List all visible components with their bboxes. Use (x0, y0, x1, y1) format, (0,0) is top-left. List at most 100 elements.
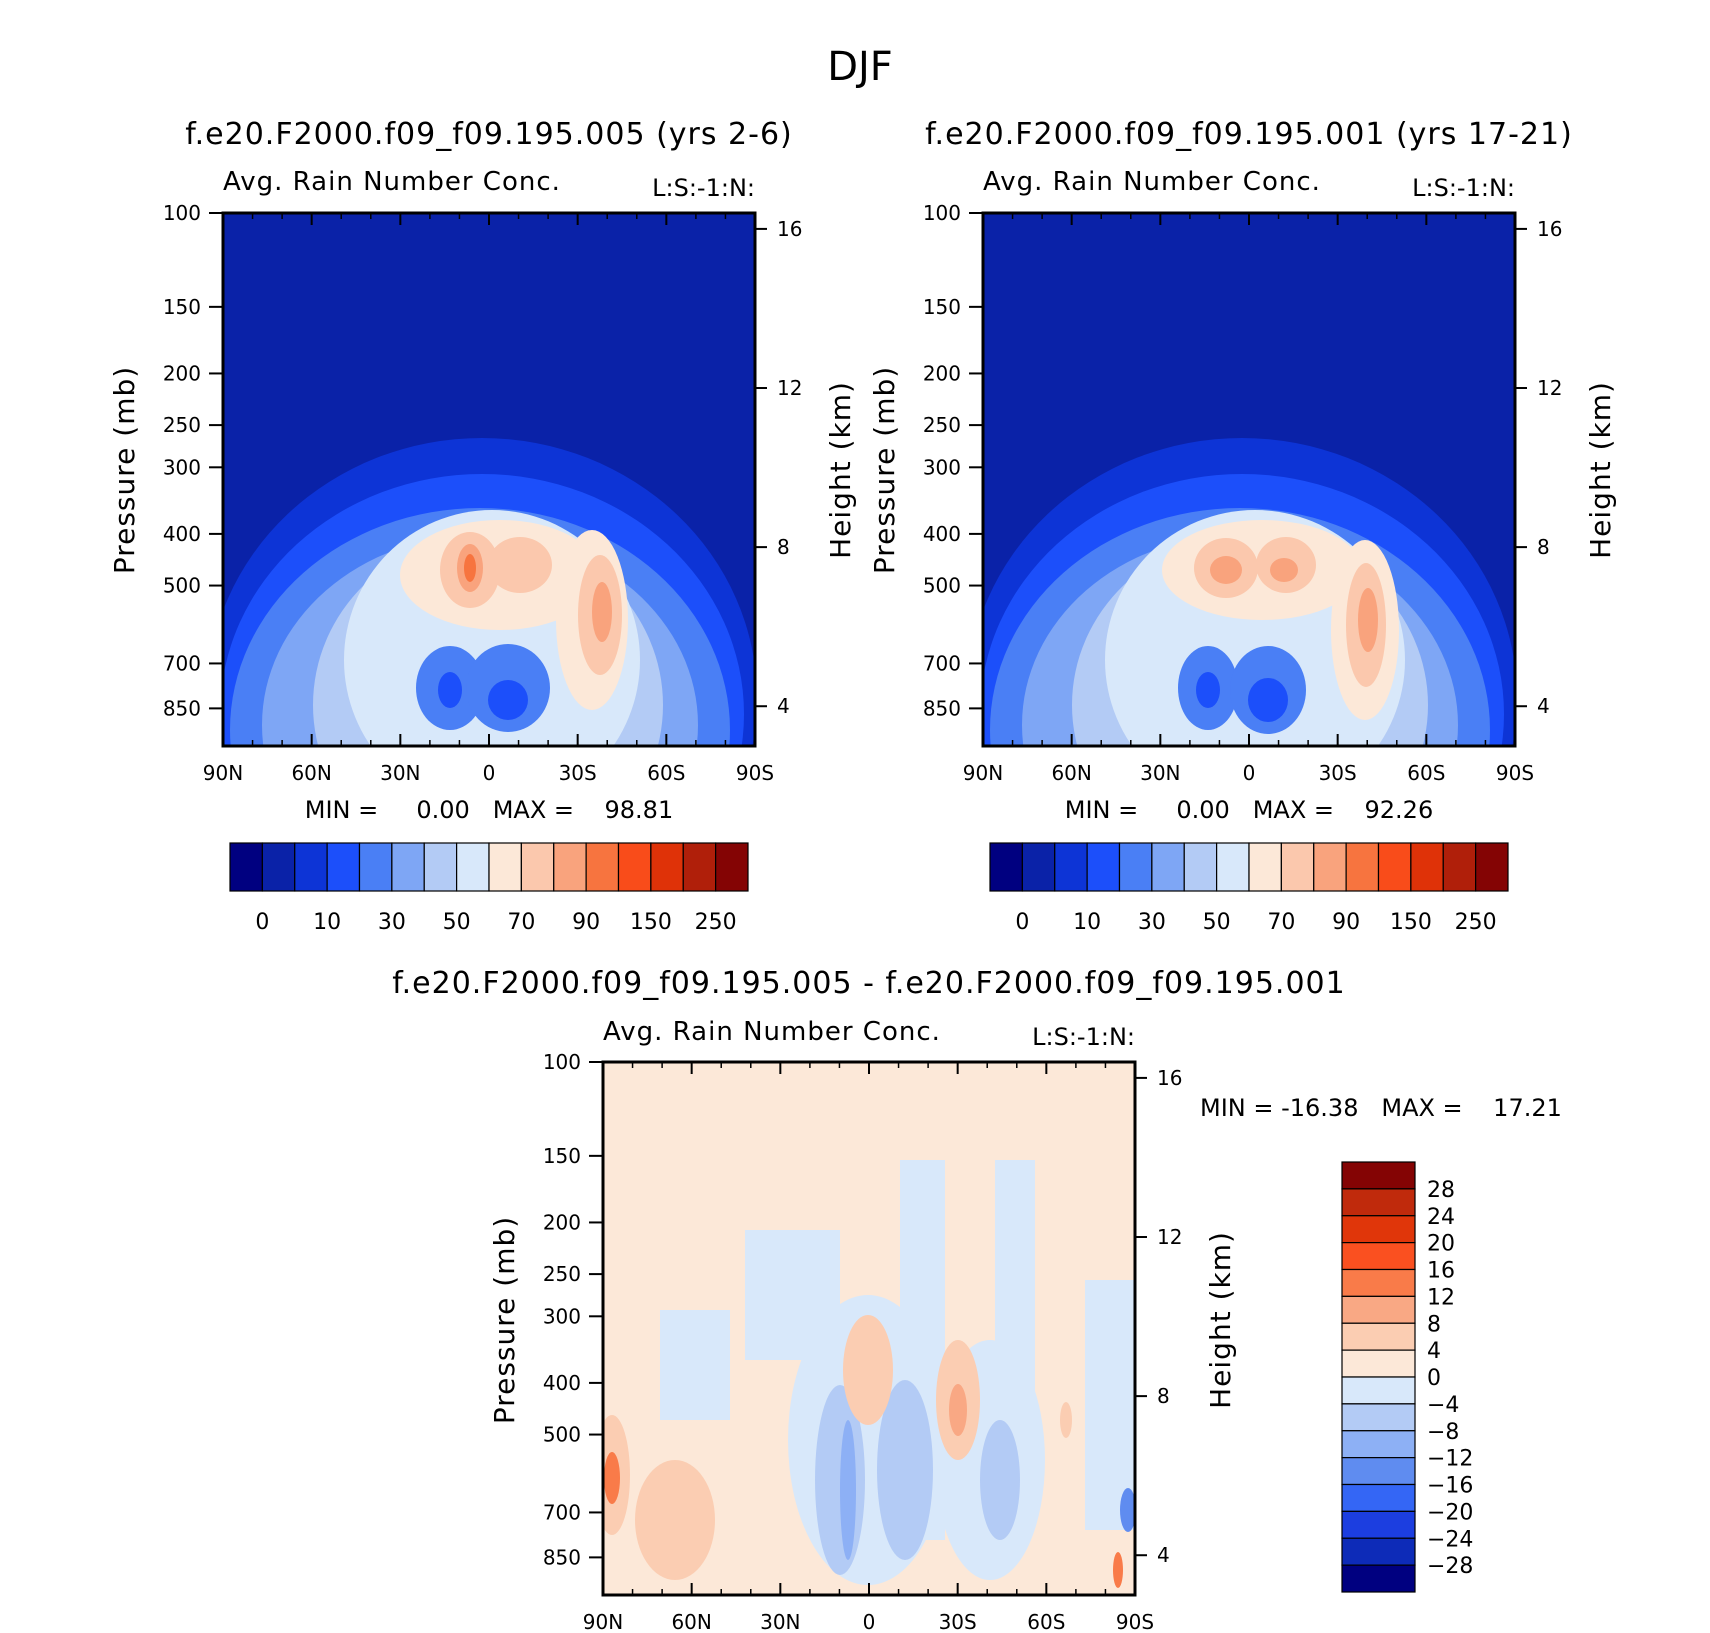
colorbar-swatch (423, 842, 458, 892)
colorbar-label: 90 (1332, 910, 1360, 935)
colorbar-swatch (1341, 1161, 1416, 1190)
y-tick-label: 100 (543, 1050, 581, 1074)
y-tick-label: 250 (543, 1262, 581, 1286)
diff-plot-title: Avg. Rain Number Conc. (603, 1017, 941, 1047)
contour-band (949, 1384, 967, 1436)
colorbar-label: 150 (630, 910, 672, 935)
colorbar-swatch (1341, 1322, 1416, 1351)
x-tick-label: 30N (760, 1610, 800, 1633)
x-tick-label: 90S (1116, 1610, 1154, 1633)
colorbar-swatch (1442, 842, 1477, 892)
diff-axes: 90N 60N 30N 0 30S 60S 90S 100 150 200 250 300 400 500… (543, 1050, 1183, 1633)
y-tick-label: 500 (543, 1423, 581, 1447)
colorbar-swatch (1341, 1403, 1416, 1432)
colorbar-swatch (715, 842, 749, 892)
diff-field (603, 1062, 1135, 1595)
colorbar-label: 90 (572, 910, 600, 935)
y-right-tick-label: 12 (1537, 376, 1562, 400)
case1-axes: 90N 60N 30N 0 30S 60S 90S 100 150 200 250 300 400 500… (163, 201, 803, 785)
x-tick-label: 30N (1140, 761, 1180, 785)
colorbar-swatch (617, 842, 652, 892)
colorbar-swatch (1341, 1215, 1416, 1244)
colorbar-label: 20 (1427, 1232, 1455, 1257)
colorbar-swatch (520, 842, 555, 892)
y-tick-label: 150 (543, 1144, 581, 1168)
contour-band (1120, 1488, 1135, 1532)
colorbar-swatch (1475, 842, 1509, 892)
colorbar-swatch (1086, 842, 1121, 892)
y-tick-label: 200 (543, 1210, 581, 1234)
colorbar-label: 150 (1390, 910, 1432, 935)
colorbar-label: 70 (507, 910, 535, 935)
colorbar-swatch (989, 842, 1023, 892)
y-right-tick-label: 16 (1537, 217, 1562, 241)
colorbar-label: −8 (1427, 1420, 1459, 1445)
colorbar-label: 70 (1267, 910, 1295, 935)
y-tick-label: 400 (543, 1371, 581, 1395)
colorbar-label: 4 (1427, 1339, 1441, 1364)
x-tick-label: 60N (671, 1610, 711, 1633)
colorbar-swatch (1377, 842, 1412, 892)
colorbar-label: −20 (1427, 1500, 1473, 1525)
case1-right-axis-label: Height (km) (824, 381, 857, 559)
contour-band (438, 672, 462, 708)
y-right-tick-label: 4 (777, 694, 790, 718)
y-tick-label: 200 (163, 361, 201, 385)
panel-case1: f.e20.F2000.f09_f09.195.005 (yrs 2-6) Av… (108, 117, 857, 935)
y-right-tick-label: 4 (1537, 694, 1550, 718)
case2-field (983, 213, 1515, 746)
colorbar-label: 10 (313, 910, 341, 935)
y-tick-label: 300 (163, 455, 201, 479)
y-tick-label: 150 (923, 295, 961, 319)
colorbar-swatch (585, 842, 620, 892)
x-tick-label: 30S (559, 761, 597, 785)
colorbar-swatch (229, 842, 263, 892)
contour-band (840, 1420, 856, 1560)
y-right-tick-label: 12 (777, 376, 802, 400)
colorbar-label: −4 (1427, 1393, 1459, 1418)
y-tick-label: 250 (163, 413, 201, 437)
y-tick-label: 500 (163, 574, 201, 598)
colorbar-swatch (1313, 842, 1347, 892)
contour-band (1210, 556, 1242, 584)
case2-colorbar: 0 10 30 50 70 90 150 250 (989, 842, 1509, 935)
contour-band (877, 1380, 933, 1560)
colorbar-label: −28 (1427, 1554, 1473, 1579)
x-tick-label: 30S (1319, 761, 1357, 785)
contour-band (464, 554, 476, 582)
contour-band (1358, 588, 1378, 652)
case2-plot-title: Avg. Rain Number Conc. (983, 167, 1321, 197)
contour-band (635, 1460, 715, 1580)
colorbar-label: 0 (255, 910, 269, 935)
colorbar-label: 250 (695, 910, 737, 935)
panel-case2: f.e20.F2000.f09_f09.195.001 (yrs 17-21) … (868, 117, 1617, 935)
colorbar-swatch (391, 842, 425, 892)
colorbar-label: 8 (1427, 1312, 1441, 1337)
colorbar-swatch (1216, 842, 1250, 892)
colorbar-label: 250 (1455, 910, 1497, 935)
colorbar-swatch (261, 842, 296, 892)
colorbar-label: 50 (1203, 910, 1231, 935)
y-tick-label: 850 (543, 1545, 581, 1569)
colorbar-swatch (1183, 842, 1218, 892)
x-tick-label: 0 (863, 1610, 876, 1633)
x-tick-label: 90N (583, 1610, 623, 1633)
x-tick-label: 60N (1051, 761, 1091, 785)
colorbar-swatch (1341, 1537, 1416, 1566)
case2-left-axis-label: Pressure (mb) (868, 366, 901, 574)
colorbar-label: 30 (1138, 910, 1166, 935)
contour-band (1113, 1552, 1123, 1588)
colorbar-swatch (1341, 1510, 1416, 1539)
colorbar-swatch (1341, 1295, 1416, 1324)
colorbar-swatch (1341, 1188, 1416, 1217)
y-tick-label: 700 (163, 651, 201, 675)
y-tick-label: 850 (163, 696, 201, 720)
x-tick-label: 90N (203, 761, 243, 785)
colorbar-swatch (456, 842, 490, 892)
x-tick-label: 90S (1496, 761, 1534, 785)
diff-right-axis-label: Height (km) (1204, 1231, 1237, 1409)
colorbar-label: 0 (1427, 1366, 1441, 1391)
colorbar-label: 30 (378, 910, 406, 935)
diff-contour-info: L:S:-1:N: (1032, 1023, 1135, 1051)
